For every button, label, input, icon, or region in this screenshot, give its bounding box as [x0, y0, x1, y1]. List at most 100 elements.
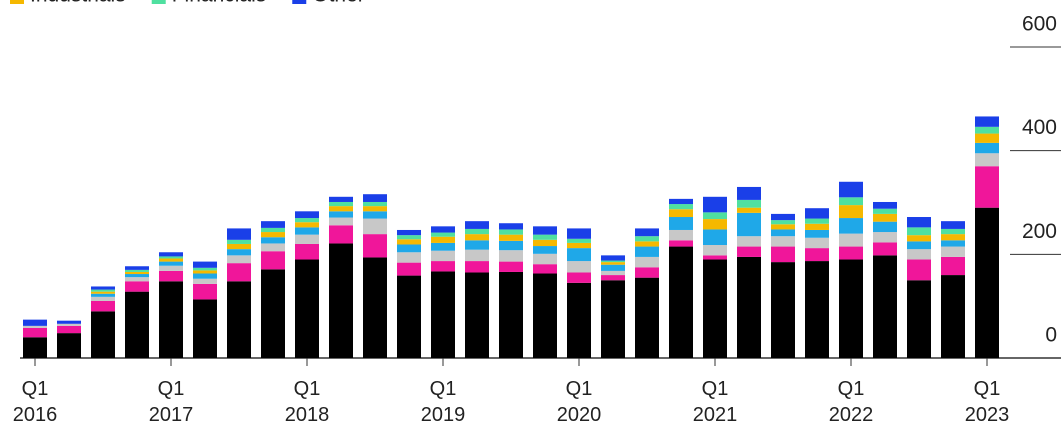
bar-segment [771, 213, 795, 221]
bar-segment [499, 240, 523, 251]
bar-segment [533, 273, 557, 358]
bar-segment [91, 289, 115, 292]
bar-segment [193, 283, 217, 300]
bar-segment [125, 269, 149, 272]
bar-segment [635, 241, 659, 247]
bar-segment [737, 199, 761, 208]
bar-segment [57, 333, 81, 358]
bar-segment [193, 278, 217, 284]
bar-segment [567, 261, 591, 273]
bar-segment [23, 319, 47, 326]
bar-segment [805, 261, 829, 358]
bar-segment [907, 235, 931, 242]
bar-segment [873, 213, 897, 222]
bar-segment [703, 196, 727, 213]
bar-segment [295, 227, 319, 235]
legend-label: Financials [172, 0, 267, 7]
bar-segment [601, 280, 625, 358]
bar-segment [873, 232, 897, 243]
bar-segment [431, 236, 455, 243]
bar-segment [771, 224, 795, 230]
legend-swatch [10, 0, 24, 4]
bar-segment [261, 227, 285, 233]
bar-segment [737, 256, 761, 358]
bar-segment [601, 275, 625, 281]
bar-segment [23, 325, 47, 328]
bar-segment [533, 239, 557, 247]
bar-segment [737, 207, 761, 213]
bar-segment [805, 223, 829, 230]
bar-segment [227, 243, 251, 250]
bar-segment [669, 198, 693, 205]
bar-segment [261, 237, 285, 244]
bar-segment [805, 218, 829, 224]
bar-segment [397, 235, 421, 240]
bar-segment [125, 277, 149, 282]
bar-segment [975, 142, 999, 154]
bar-segment [975, 133, 999, 143]
bar-segment [907, 280, 931, 358]
x-tick-label: Q1 2016 [12, 378, 58, 426]
legend-label: Industrials [30, 0, 126, 7]
bar-segment [329, 211, 353, 218]
bar-segment [363, 206, 387, 212]
bar-segment [703, 212, 727, 220]
bar-segment [295, 234, 319, 244]
y-tick-label: 200 [1022, 220, 1057, 243]
bar-segment [193, 270, 217, 274]
bar-segment [873, 221, 897, 233]
bar-segment [363, 194, 387, 202]
bar-segment [397, 229, 421, 236]
bar-segment [601, 262, 625, 265]
bar-segment [975, 166, 999, 208]
bar-segment [91, 291, 115, 294]
bar-segment [363, 234, 387, 258]
bar-segment [499, 261, 523, 272]
bar-segment [601, 270, 625, 276]
bar-segment [635, 246, 659, 257]
bar-segment [329, 225, 353, 244]
bar-segment [601, 260, 625, 263]
bar-segment [907, 217, 931, 228]
bar-segment [261, 243, 285, 252]
bar-segment [567, 282, 591, 358]
bar-segment [975, 116, 999, 127]
bar-segment [193, 261, 217, 268]
bar-segment [227, 228, 251, 240]
bar-segment [873, 255, 897, 358]
bar-segment [23, 337, 47, 358]
bar-segment [737, 246, 761, 257]
bar-segment [737, 236, 761, 247]
bar-segment [533, 234, 557, 240]
bar-segment [23, 327, 47, 338]
bar-segment [465, 249, 489, 262]
bar-segment [329, 196, 353, 202]
bar-segment [601, 264, 625, 271]
bar-segment [261, 221, 285, 228]
bar-segment [567, 272, 591, 283]
bar-segment [771, 246, 795, 263]
bar-segment [499, 229, 523, 235]
bar-segment [295, 243, 319, 260]
bar-segment [397, 239, 421, 245]
bar-segment [431, 226, 455, 233]
bar-segment [57, 325, 81, 334]
bar-segment [329, 201, 353, 207]
bar-segment [125, 271, 149, 275]
bar-segment [635, 267, 659, 278]
bar-segment [193, 299, 217, 358]
legend-swatch [151, 0, 166, 4]
legend-label: Other [312, 0, 365, 7]
x-tick-label: Q1 2017 [148, 378, 194, 426]
bar-segment [635, 277, 659, 358]
bar-segment [839, 205, 863, 219]
bar-segment [295, 218, 319, 223]
bar-segment [703, 255, 727, 260]
bar-segment [567, 248, 591, 262]
bar-segment [805, 208, 829, 219]
bar-segment [941, 221, 965, 229]
bar-segment [329, 217, 353, 226]
bar-segment [975, 207, 999, 358]
bar-segment [431, 261, 455, 272]
bar-segment [839, 246, 863, 260]
